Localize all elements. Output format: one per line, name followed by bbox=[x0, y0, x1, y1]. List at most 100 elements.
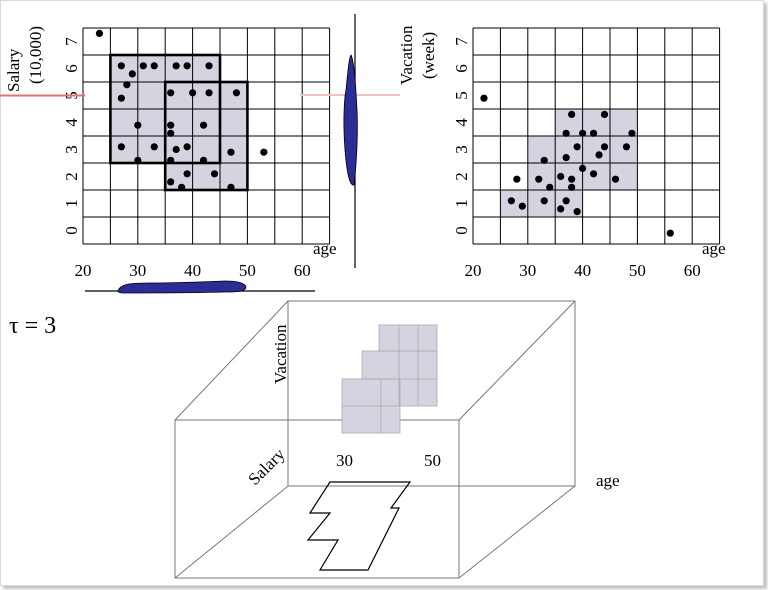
vacation-y-ticks: 0 1 2 3 4 5 6 7 bbox=[452, 37, 471, 235]
data-point bbox=[507, 197, 515, 205]
data-point bbox=[579, 164, 587, 172]
data-point bbox=[117, 62, 125, 70]
salary-plot-age-label: age bbox=[313, 239, 337, 258]
dense-unit-cell bbox=[137, 109, 166, 136]
dense-unit-cell bbox=[110, 136, 138, 163]
dense-unit-cell bbox=[527, 190, 556, 217]
vacation-age-plot: 20 30 40 50 60 0 1 2 3 4 5 6 7 Vacation (week) age bbox=[397, 25, 726, 280]
cube-age-label: age bbox=[596, 471, 620, 490]
vacation-axis-label: Vacation bbox=[397, 25, 416, 85]
data-point bbox=[139, 62, 147, 70]
y-tick-label: 0 bbox=[452, 226, 471, 235]
y-tick-label: 7 bbox=[62, 37, 81, 46]
dense-unit-cell bbox=[220, 109, 248, 136]
data-point bbox=[183, 143, 191, 151]
data-point bbox=[595, 151, 603, 159]
data-point bbox=[546, 183, 554, 191]
dense-unit-cell bbox=[137, 136, 166, 163]
data-point bbox=[167, 89, 175, 97]
data-point bbox=[134, 121, 142, 129]
cube-edge bbox=[458, 300, 576, 421]
cube-tick-50: 50 bbox=[424, 451, 441, 470]
y-tick-label: 3 bbox=[452, 145, 471, 154]
data-point bbox=[167, 156, 175, 164]
x-tick-label: 30 bbox=[129, 261, 146, 280]
x-tick-label: 40 bbox=[574, 261, 591, 280]
data-point bbox=[573, 143, 581, 151]
data-point bbox=[167, 178, 175, 186]
y-tick-label: 2 bbox=[452, 172, 471, 181]
y-tick-label: 2 bbox=[62, 172, 81, 181]
data-point bbox=[562, 197, 570, 205]
data-point bbox=[117, 94, 125, 102]
y-tick-label: 4 bbox=[62, 118, 81, 127]
dense-unit-cell bbox=[192, 55, 220, 82]
data-point bbox=[205, 62, 213, 70]
y-tick-label: 1 bbox=[452, 199, 471, 208]
vacation-grid bbox=[472, 27, 721, 245]
data-point bbox=[480, 94, 488, 102]
y-tick-label: 7 bbox=[452, 37, 471, 46]
salary-points bbox=[95, 29, 268, 191]
y-tick-label: 6 bbox=[62, 64, 81, 73]
y-tick-label: 0 bbox=[62, 226, 81, 235]
data-point bbox=[227, 183, 235, 191]
data-point bbox=[589, 170, 598, 178]
data-point bbox=[205, 89, 213, 97]
data-point bbox=[227, 148, 235, 156]
x-tick-label: 30 bbox=[519, 261, 536, 280]
data-point bbox=[622, 143, 631, 151]
data-point bbox=[150, 143, 158, 151]
data-point bbox=[178, 183, 186, 191]
x-tick-label: 50 bbox=[239, 261, 256, 280]
vacation-age-projection bbox=[341, 324, 438, 434]
tau-label: τ = 3 bbox=[9, 313, 56, 339]
y-tick-label: 6 bbox=[452, 64, 471, 73]
y-tick-label: 1 bbox=[62, 199, 81, 208]
cube-edge bbox=[174, 485, 289, 579]
data-point bbox=[600, 110, 609, 118]
data-point bbox=[95, 29, 104, 37]
data-point bbox=[568, 175, 576, 183]
data-point bbox=[172, 62, 180, 70]
data-point bbox=[666, 229, 674, 237]
data-point bbox=[232, 89, 241, 97]
dense-unit-cell bbox=[582, 163, 610, 190]
cube-vacation-label: Vacation bbox=[271, 324, 290, 384]
data-point bbox=[562, 129, 570, 137]
vacation-plot-age-label: age bbox=[702, 239, 726, 258]
dense-unit-cell bbox=[110, 55, 138, 82]
data-point bbox=[189, 89, 197, 97]
data-point bbox=[579, 129, 587, 137]
data-point bbox=[540, 156, 548, 164]
dense-unit-cell bbox=[110, 109, 138, 136]
salary-cluster-boxes bbox=[109, 53, 249, 192]
data-point bbox=[557, 172, 565, 181]
cube-edge bbox=[174, 300, 289, 421]
dense-unit-cell bbox=[220, 136, 248, 163]
data-point bbox=[123, 81, 131, 89]
x-tick-label: 20 bbox=[75, 261, 92, 280]
vacation-unit-label: (week) bbox=[419, 32, 438, 79]
data-point bbox=[167, 129, 175, 137]
data-point bbox=[128, 70, 136, 78]
data-point bbox=[540, 197, 548, 205]
cube-front-face bbox=[174, 419, 460, 579]
data-point bbox=[513, 175, 521, 183]
data-point bbox=[535, 175, 543, 183]
data-point bbox=[150, 62, 158, 70]
vacation-points bbox=[480, 94, 674, 237]
subspace-cube bbox=[174, 300, 576, 579]
x-tick-label: 20 bbox=[465, 261, 482, 280]
data-point bbox=[134, 156, 142, 164]
dense-unit-cell bbox=[192, 109, 220, 136]
data-point bbox=[260, 148, 268, 156]
data-point bbox=[628, 129, 636, 137]
x-tick-label: 60 bbox=[684, 261, 701, 280]
salary-density-shape bbox=[343, 54, 358, 186]
data-point bbox=[589, 129, 598, 137]
data-point bbox=[557, 205, 565, 213]
